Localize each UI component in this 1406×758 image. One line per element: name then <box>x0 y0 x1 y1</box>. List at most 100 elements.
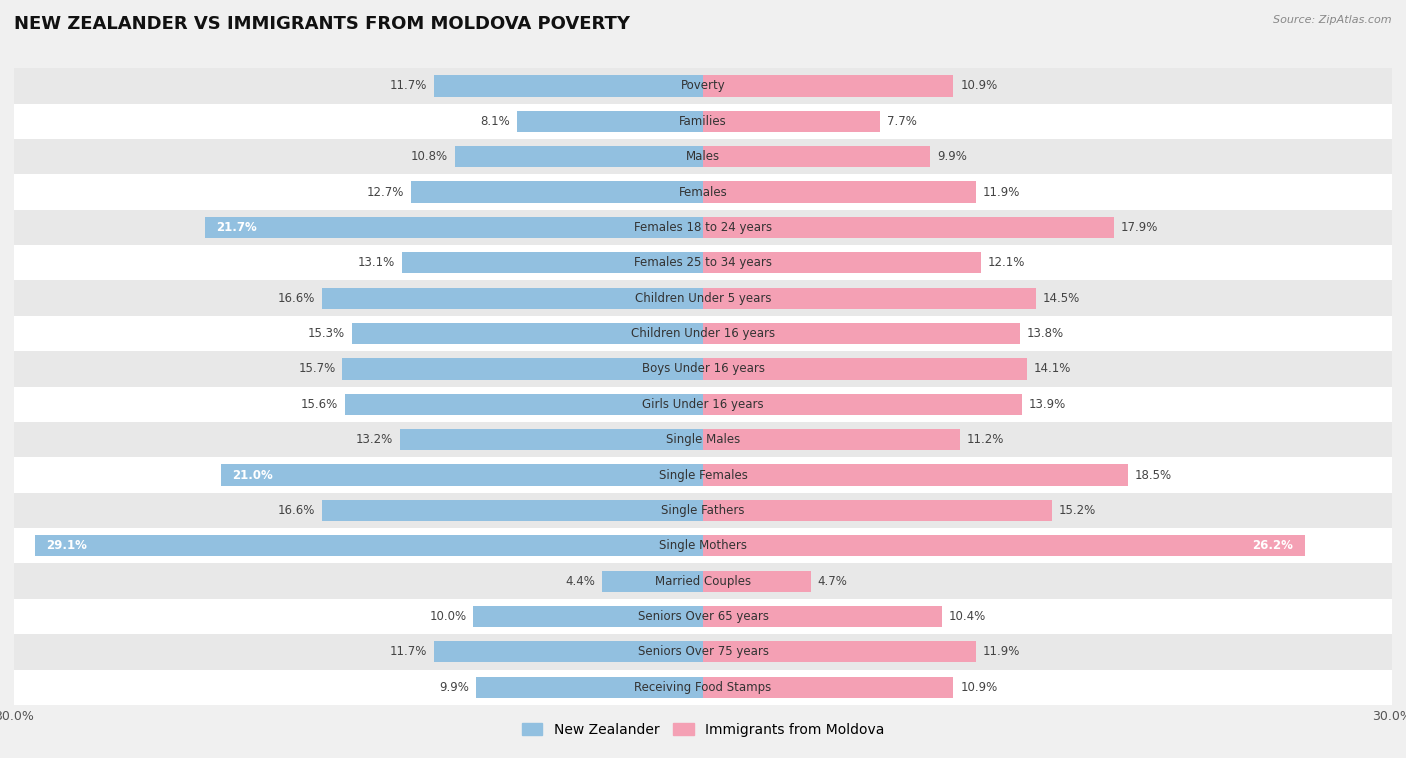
Text: 4.4%: 4.4% <box>565 575 595 587</box>
Bar <box>14 245 1392 280</box>
Text: 15.7%: 15.7% <box>298 362 336 375</box>
Bar <box>703 75 953 96</box>
Text: 18.5%: 18.5% <box>1135 468 1171 481</box>
Text: 9.9%: 9.9% <box>938 150 967 163</box>
Text: 11.9%: 11.9% <box>983 186 1021 199</box>
Bar <box>703 252 981 274</box>
Text: Families: Families <box>679 114 727 128</box>
Bar <box>14 493 1392 528</box>
Text: Single Fathers: Single Fathers <box>661 504 745 517</box>
Text: Boys Under 16 years: Boys Under 16 years <box>641 362 765 375</box>
Text: 13.8%: 13.8% <box>1026 327 1064 340</box>
Bar <box>14 316 1392 351</box>
Bar <box>205 217 703 238</box>
Text: 29.1%: 29.1% <box>46 539 87 553</box>
Bar <box>474 606 703 627</box>
Bar <box>399 429 703 450</box>
Text: 7.7%: 7.7% <box>887 114 917 128</box>
Bar <box>14 563 1392 599</box>
Text: 17.9%: 17.9% <box>1121 221 1159 234</box>
Bar <box>14 351 1392 387</box>
Bar <box>703 606 942 627</box>
Text: 15.3%: 15.3% <box>308 327 344 340</box>
Text: 9.9%: 9.9% <box>439 681 468 694</box>
Bar <box>434 75 703 96</box>
Text: 16.6%: 16.6% <box>277 292 315 305</box>
Bar <box>703 429 960 450</box>
Text: 12.7%: 12.7% <box>367 186 405 199</box>
Text: Children Under 16 years: Children Under 16 years <box>631 327 775 340</box>
Bar <box>14 68 1392 104</box>
Text: 8.1%: 8.1% <box>481 114 510 128</box>
Text: 10.0%: 10.0% <box>429 610 467 623</box>
Bar <box>703 287 1036 309</box>
Text: 11.2%: 11.2% <box>967 433 1004 446</box>
Bar <box>14 669 1392 705</box>
Bar <box>703 146 931 168</box>
Text: Married Couples: Married Couples <box>655 575 751 587</box>
Bar <box>35 535 703 556</box>
Text: Males: Males <box>686 150 720 163</box>
Text: Source: ZipAtlas.com: Source: ZipAtlas.com <box>1274 15 1392 25</box>
Text: 11.9%: 11.9% <box>983 645 1021 659</box>
Bar <box>703 181 976 202</box>
Text: 10.4%: 10.4% <box>949 610 986 623</box>
Bar <box>434 641 703 662</box>
Bar <box>412 181 703 202</box>
Text: Single Males: Single Males <box>666 433 740 446</box>
Text: 13.9%: 13.9% <box>1029 398 1066 411</box>
Bar <box>221 465 703 486</box>
Bar <box>344 393 703 415</box>
Bar <box>703 535 1305 556</box>
Text: 10.9%: 10.9% <box>960 80 997 92</box>
Bar <box>703 359 1026 380</box>
Bar <box>14 280 1392 316</box>
Bar <box>14 104 1392 139</box>
Bar <box>703 641 976 662</box>
Bar <box>475 677 703 698</box>
Bar <box>703 571 811 592</box>
Bar <box>322 500 703 521</box>
Bar <box>343 359 703 380</box>
Bar <box>14 139 1392 174</box>
Text: 10.8%: 10.8% <box>411 150 449 163</box>
Bar <box>352 323 703 344</box>
Bar <box>703 677 953 698</box>
Bar <box>322 287 703 309</box>
Bar <box>14 457 1392 493</box>
Bar <box>456 146 703 168</box>
Text: Seniors Over 65 years: Seniors Over 65 years <box>637 610 769 623</box>
Bar <box>14 174 1392 210</box>
Text: Single Mothers: Single Mothers <box>659 539 747 553</box>
Bar <box>703 465 1128 486</box>
Text: 14.5%: 14.5% <box>1043 292 1080 305</box>
Legend: New Zealander, Immigrants from Moldova: New Zealander, Immigrants from Moldova <box>516 718 890 743</box>
Text: 15.6%: 15.6% <box>301 398 337 411</box>
Bar <box>14 599 1392 634</box>
Text: 16.6%: 16.6% <box>277 504 315 517</box>
Bar <box>14 634 1392 669</box>
Text: Seniors Over 75 years: Seniors Over 75 years <box>637 645 769 659</box>
Bar <box>14 210 1392 245</box>
Text: Children Under 5 years: Children Under 5 years <box>634 292 772 305</box>
Bar <box>402 252 703 274</box>
Text: 26.2%: 26.2% <box>1253 539 1294 553</box>
Bar <box>703 500 1052 521</box>
Text: NEW ZEALANDER VS IMMIGRANTS FROM MOLDOVA POVERTY: NEW ZEALANDER VS IMMIGRANTS FROM MOLDOVA… <box>14 15 630 33</box>
Text: 14.1%: 14.1% <box>1033 362 1071 375</box>
Bar <box>602 571 703 592</box>
Bar <box>703 217 1114 238</box>
Bar <box>14 528 1392 563</box>
Text: 12.1%: 12.1% <box>988 256 1025 269</box>
Text: Females 25 to 34 years: Females 25 to 34 years <box>634 256 772 269</box>
Text: 11.7%: 11.7% <box>389 80 427 92</box>
Text: Single Females: Single Females <box>658 468 748 481</box>
Text: 13.2%: 13.2% <box>356 433 392 446</box>
Bar <box>14 422 1392 457</box>
Text: 15.2%: 15.2% <box>1059 504 1097 517</box>
Text: 10.9%: 10.9% <box>960 681 997 694</box>
Text: Females: Females <box>679 186 727 199</box>
Bar <box>703 111 880 132</box>
Bar <box>14 387 1392 422</box>
Text: 21.0%: 21.0% <box>232 468 273 481</box>
